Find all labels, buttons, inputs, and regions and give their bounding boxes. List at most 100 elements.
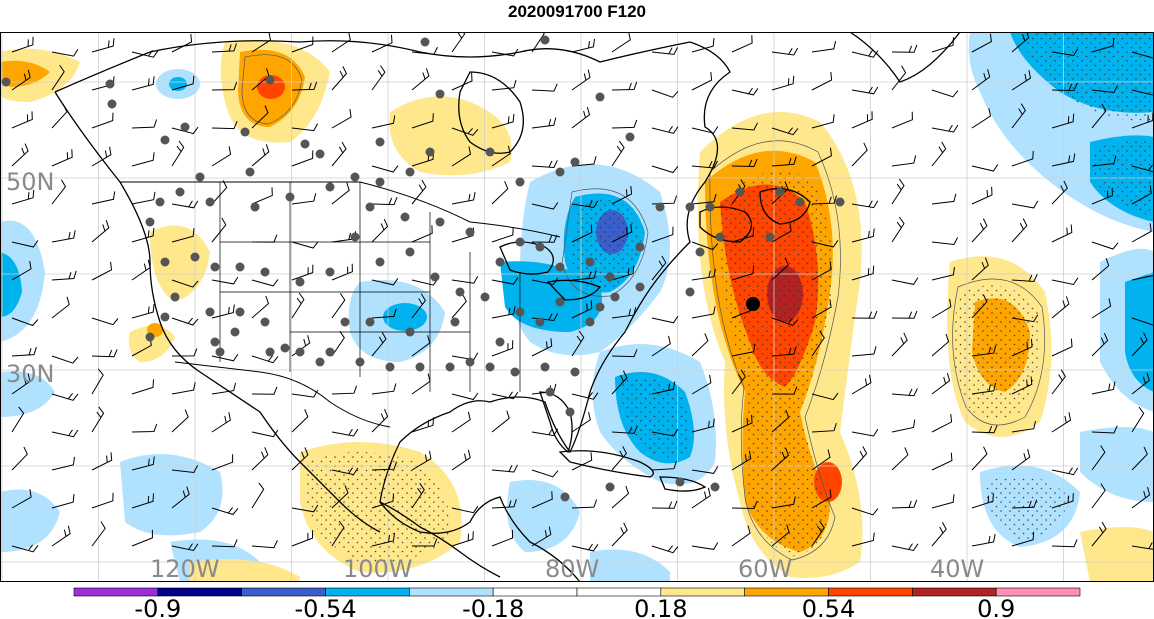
- wind-barb: [971, 345, 997, 357]
- station-dot: [510, 367, 520, 377]
- wind-barb: [971, 69, 991, 91]
- wind-barb: [611, 522, 628, 547]
- wind-barb: [331, 330, 345, 357]
- wind-barb: [571, 270, 597, 281]
- wind-barb: [611, 446, 628, 471]
- wind-barb: [211, 146, 232, 167]
- wind-barb: [811, 72, 833, 91]
- station-dot: [695, 247, 705, 257]
- station-dot: [430, 272, 440, 282]
- wind-barb: [371, 65, 386, 91]
- wind-barb: [891, 44, 918, 53]
- station-dot: [205, 307, 215, 317]
- station-dot: [265, 75, 275, 85]
- wind-barb: [131, 529, 153, 547]
- wind-barb: [611, 425, 638, 434]
- wind-barb: [251, 295, 270, 319]
- station-dot: [340, 317, 350, 327]
- station-dot: [350, 172, 360, 182]
- wind-barb: [291, 81, 318, 91]
- wind-barb: [1011, 273, 1038, 283]
- wind-barb: [1091, 521, 1107, 547]
- wind-barb: [171, 75, 195, 91]
- wind-barb: [411, 46, 438, 55]
- station-dot: [465, 227, 475, 237]
- colorbar-swatch: [995, 587, 1081, 597]
- wind-barb: [371, 383, 397, 395]
- target-point-marker: [746, 297, 760, 311]
- wind-barb: [451, 275, 479, 284]
- wind-barb: [211, 121, 238, 130]
- station-dot: [570, 157, 580, 167]
- wind-barb: [771, 75, 795, 91]
- station-dot: [635, 282, 645, 292]
- wind-barb: [291, 447, 309, 471]
- wind-barb: [451, 32, 466, 53]
- station-dot: [735, 187, 745, 197]
- wind-barb: [1051, 113, 1075, 129]
- wind-barb: [411, 482, 425, 509]
- station-dot: [315, 357, 325, 367]
- wind-barb: [1011, 200, 1039, 209]
- wind-barb: [891, 277, 919, 285]
- wind-barb: [891, 310, 918, 319]
- map-panel: 50N 30N 120W 100W 80W 60W 40W: [0, 32, 1154, 582]
- wind-barb: [491, 145, 511, 167]
- station-dot: [265, 347, 275, 357]
- station-dot: [195, 172, 205, 182]
- wind-barb: [931, 89, 959, 98]
- wind-barb: [531, 83, 558, 92]
- wind-barb: [211, 217, 227, 243]
- station-dot: [540, 35, 550, 45]
- wind-barb: [811, 449, 831, 471]
- wind-barb: [331, 32, 351, 53]
- contour-lines: [241, 54, 1046, 561]
- wind-barb: [291, 193, 317, 205]
- wind-barb: [131, 227, 155, 243]
- wind-barb: [771, 346, 797, 357]
- colorbar-swatches: [73, 587, 1081, 597]
- wind-barb: [931, 298, 952, 319]
- station-dot: [160, 312, 170, 322]
- wind-barb: [251, 105, 269, 129]
- station-dot: [350, 232, 360, 242]
- wind-barb: [211, 43, 237, 53]
- colorbar-tick-label: -0.54: [294, 595, 356, 619]
- station-dot: [210, 337, 220, 347]
- wind-barb: [171, 140, 185, 167]
- wind-barb: [891, 155, 917, 167]
- wind-barb: [411, 68, 430, 91]
- wind-barb: [11, 189, 35, 205]
- wind-barb: [851, 532, 875, 547]
- station-dot: [375, 257, 385, 267]
- wind-barb: [11, 544, 39, 553]
- wind-barb: [491, 48, 519, 57]
- wind-barb: [211, 276, 239, 285]
- wind-barb: [331, 485, 349, 509]
- station-dot: [325, 267, 335, 277]
- station-dot: [315, 149, 325, 159]
- wind-barb: [51, 149, 73, 167]
- wind-barb: [451, 127, 479, 136]
- wind-barb: [211, 412, 231, 433]
- wind-barb: [931, 266, 955, 281]
- wind-barb: [971, 257, 989, 281]
- wind-barb: [811, 40, 837, 53]
- wind-barb: [651, 255, 667, 281]
- wind-barb: [451, 392, 479, 401]
- wind-barb: [131, 76, 155, 91]
- wind-barb: [891, 543, 919, 552]
- wind-barb: [171, 382, 196, 395]
- wind-barb: [691, 193, 717, 205]
- wind-barb: [371, 532, 395, 547]
- wind-barb: [371, 34, 393, 53]
- wind-barb: [971, 186, 993, 205]
- wind-barb: [771, 156, 797, 167]
- wind-barb: [251, 447, 269, 471]
- station-dot: [235, 262, 245, 272]
- wind-barb: [291, 123, 319, 132]
- wind-barb: [491, 499, 517, 509]
- wind-barb: [811, 392, 839, 401]
- wind-barb: [411, 179, 427, 205]
- wind-barb: [1011, 338, 1033, 357]
